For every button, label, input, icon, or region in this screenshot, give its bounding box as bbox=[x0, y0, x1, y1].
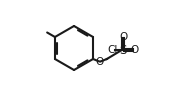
Text: O: O bbox=[130, 45, 139, 55]
Text: S: S bbox=[119, 44, 127, 56]
Text: O: O bbox=[96, 57, 104, 67]
Text: Cl: Cl bbox=[107, 45, 118, 55]
Text: O: O bbox=[119, 32, 127, 42]
